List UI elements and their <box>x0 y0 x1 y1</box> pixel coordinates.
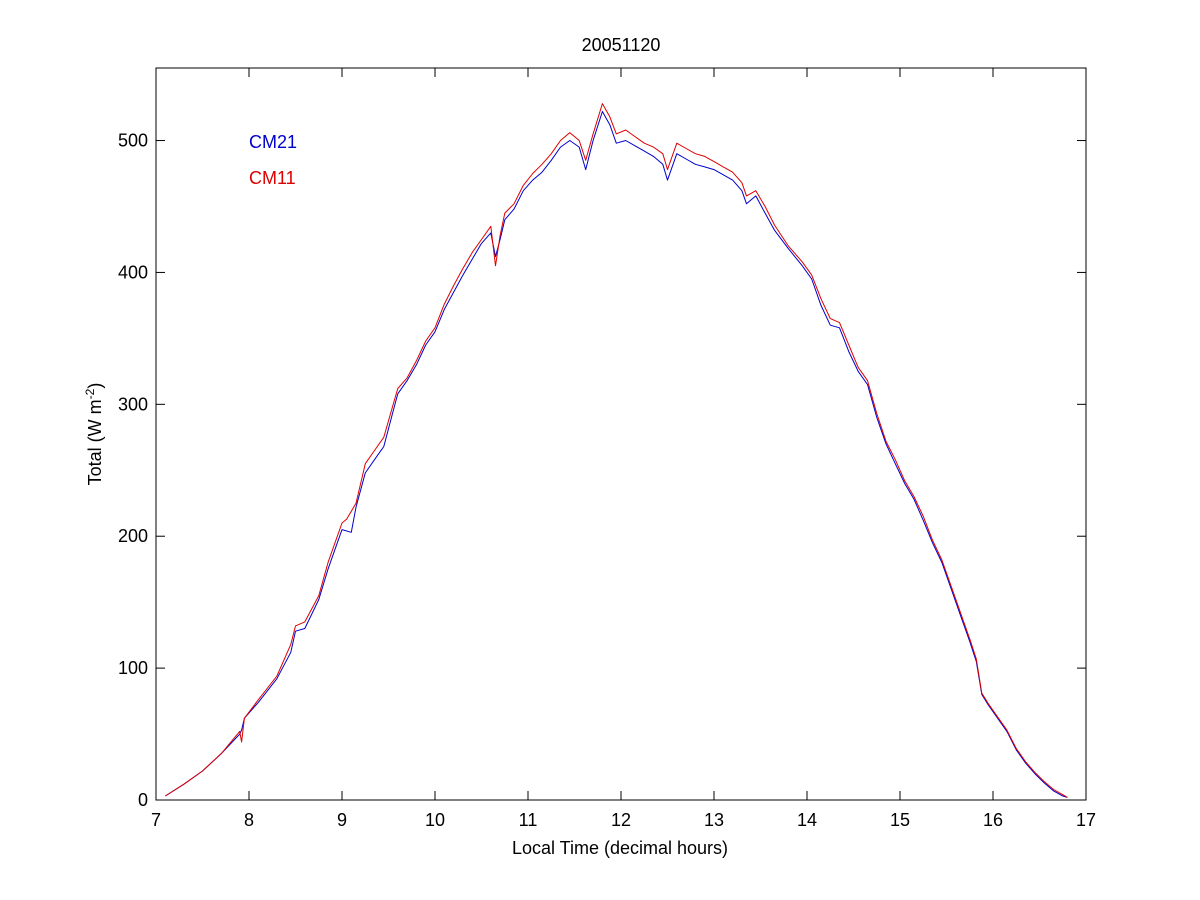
x-tick-label: 17 <box>1076 810 1096 830</box>
plot-area-frame <box>155 67 1087 801</box>
legend-entry-cm21: CM21 <box>249 132 297 152</box>
y-tick-label: 400 <box>118 262 148 282</box>
x-tick-label: 9 <box>337 810 347 830</box>
plot-lines <box>165 103 1068 798</box>
x-tick-label: 8 <box>244 810 254 830</box>
y-axis-label-superscript: -2 <box>83 388 97 399</box>
y-tick-label: 200 <box>118 526 148 546</box>
x-tick-label: 7 <box>151 810 161 830</box>
x-axis-label: Local Time (decimal hours) <box>512 838 728 858</box>
x-tick-label: 11 <box>519 810 538 830</box>
legend: CM21 CM11 <box>249 132 297 188</box>
y-axis-label-main: Total (W m <box>85 399 105 485</box>
x-tick-label: 12 <box>611 810 631 830</box>
x-tick-label: 10 <box>425 810 445 830</box>
y-tick-label: 0 <box>138 790 148 810</box>
y-tick-label: 100 <box>118 658 148 678</box>
legend-entry-cm11: CM11 <box>249 168 296 188</box>
tick-group: 7 8 9 10 11 12 13 14 15 16 17 0 100 200 300 400 500 <box>118 68 1096 830</box>
y-tick-label: 500 <box>118 131 148 151</box>
y-axis-label: Total (W m-2) <box>83 383 105 486</box>
y-tick-label: 300 <box>118 394 148 414</box>
y-axis-label-close: ) <box>85 383 105 389</box>
series-line-cm21 <box>165 111 1068 798</box>
x-tick-label: 13 <box>704 810 724 830</box>
x-tick-label: 14 <box>797 810 817 830</box>
x-tick-label: 15 <box>890 810 910 830</box>
series-line-cm11 <box>165 103 1068 798</box>
chart-title: 20051120 <box>582 35 661 55</box>
x-tick-label: 16 <box>983 810 1003 830</box>
